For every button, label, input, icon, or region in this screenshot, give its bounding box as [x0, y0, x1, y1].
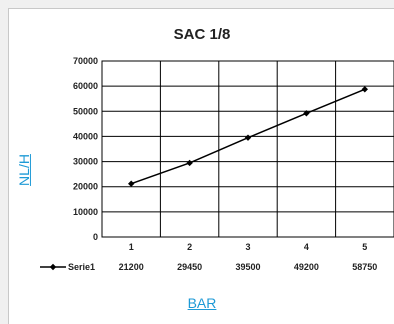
y-tick-label: 30000	[73, 157, 98, 167]
data-table-value: 58750	[352, 262, 377, 272]
series-serie1	[128, 86, 368, 187]
plot-frame	[101, 60, 394, 238]
y-tick-label: 60000	[73, 81, 98, 91]
data-point	[128, 180, 135, 187]
x-tick-label: 3	[245, 242, 250, 252]
line-chart: 0 10000 20000 30000 40000 50000 60000 70000 1 2 3…	[40, 56, 394, 272]
y-tick-label: 40000	[73, 131, 98, 141]
data-table-value: 39500	[235, 262, 260, 272]
chart-title: SAC 1/8	[173, 26, 231, 43]
data-table-value: 29450	[177, 262, 202, 272]
legend-marker	[49, 263, 57, 271]
legend-series-name: Serie1	[68, 262, 95, 272]
x-axis-label[interactable]: BAR	[187, 295, 217, 311]
data-point	[244, 134, 252, 141]
data-table-value: 21200	[119, 262, 144, 272]
x-tick-label: 4	[304, 242, 309, 252]
data-point	[361, 86, 368, 93]
x-tick-label: 2	[187, 242, 192, 252]
data-point	[303, 110, 310, 117]
data-table: Serie1 21200 29450 39500 49200 58750	[40, 262, 377, 272]
grid	[101, 60, 394, 238]
y-tick-label: 70000	[73, 56, 98, 66]
data-table-value: 49200	[294, 262, 319, 272]
y-tick-label: 10000	[73, 207, 98, 217]
x-tick-label: 1	[129, 242, 134, 252]
y-tick-labels: 0 10000 20000 30000 40000 50000 60000 70000	[73, 56, 98, 242]
y-tick-label: 20000	[73, 182, 98, 192]
data-point	[186, 159, 193, 167]
x-tick-label: 5	[362, 242, 367, 252]
chart-panel: SAC 1/8 NL/H BAR 0 10000 20000 30000 40000 50…	[8, 8, 394, 324]
x-tick-labels: 1 2 3 4 5	[129, 242, 368, 252]
y-tick-label: 50000	[73, 106, 98, 116]
y-tick-label: 0	[93, 232, 98, 242]
